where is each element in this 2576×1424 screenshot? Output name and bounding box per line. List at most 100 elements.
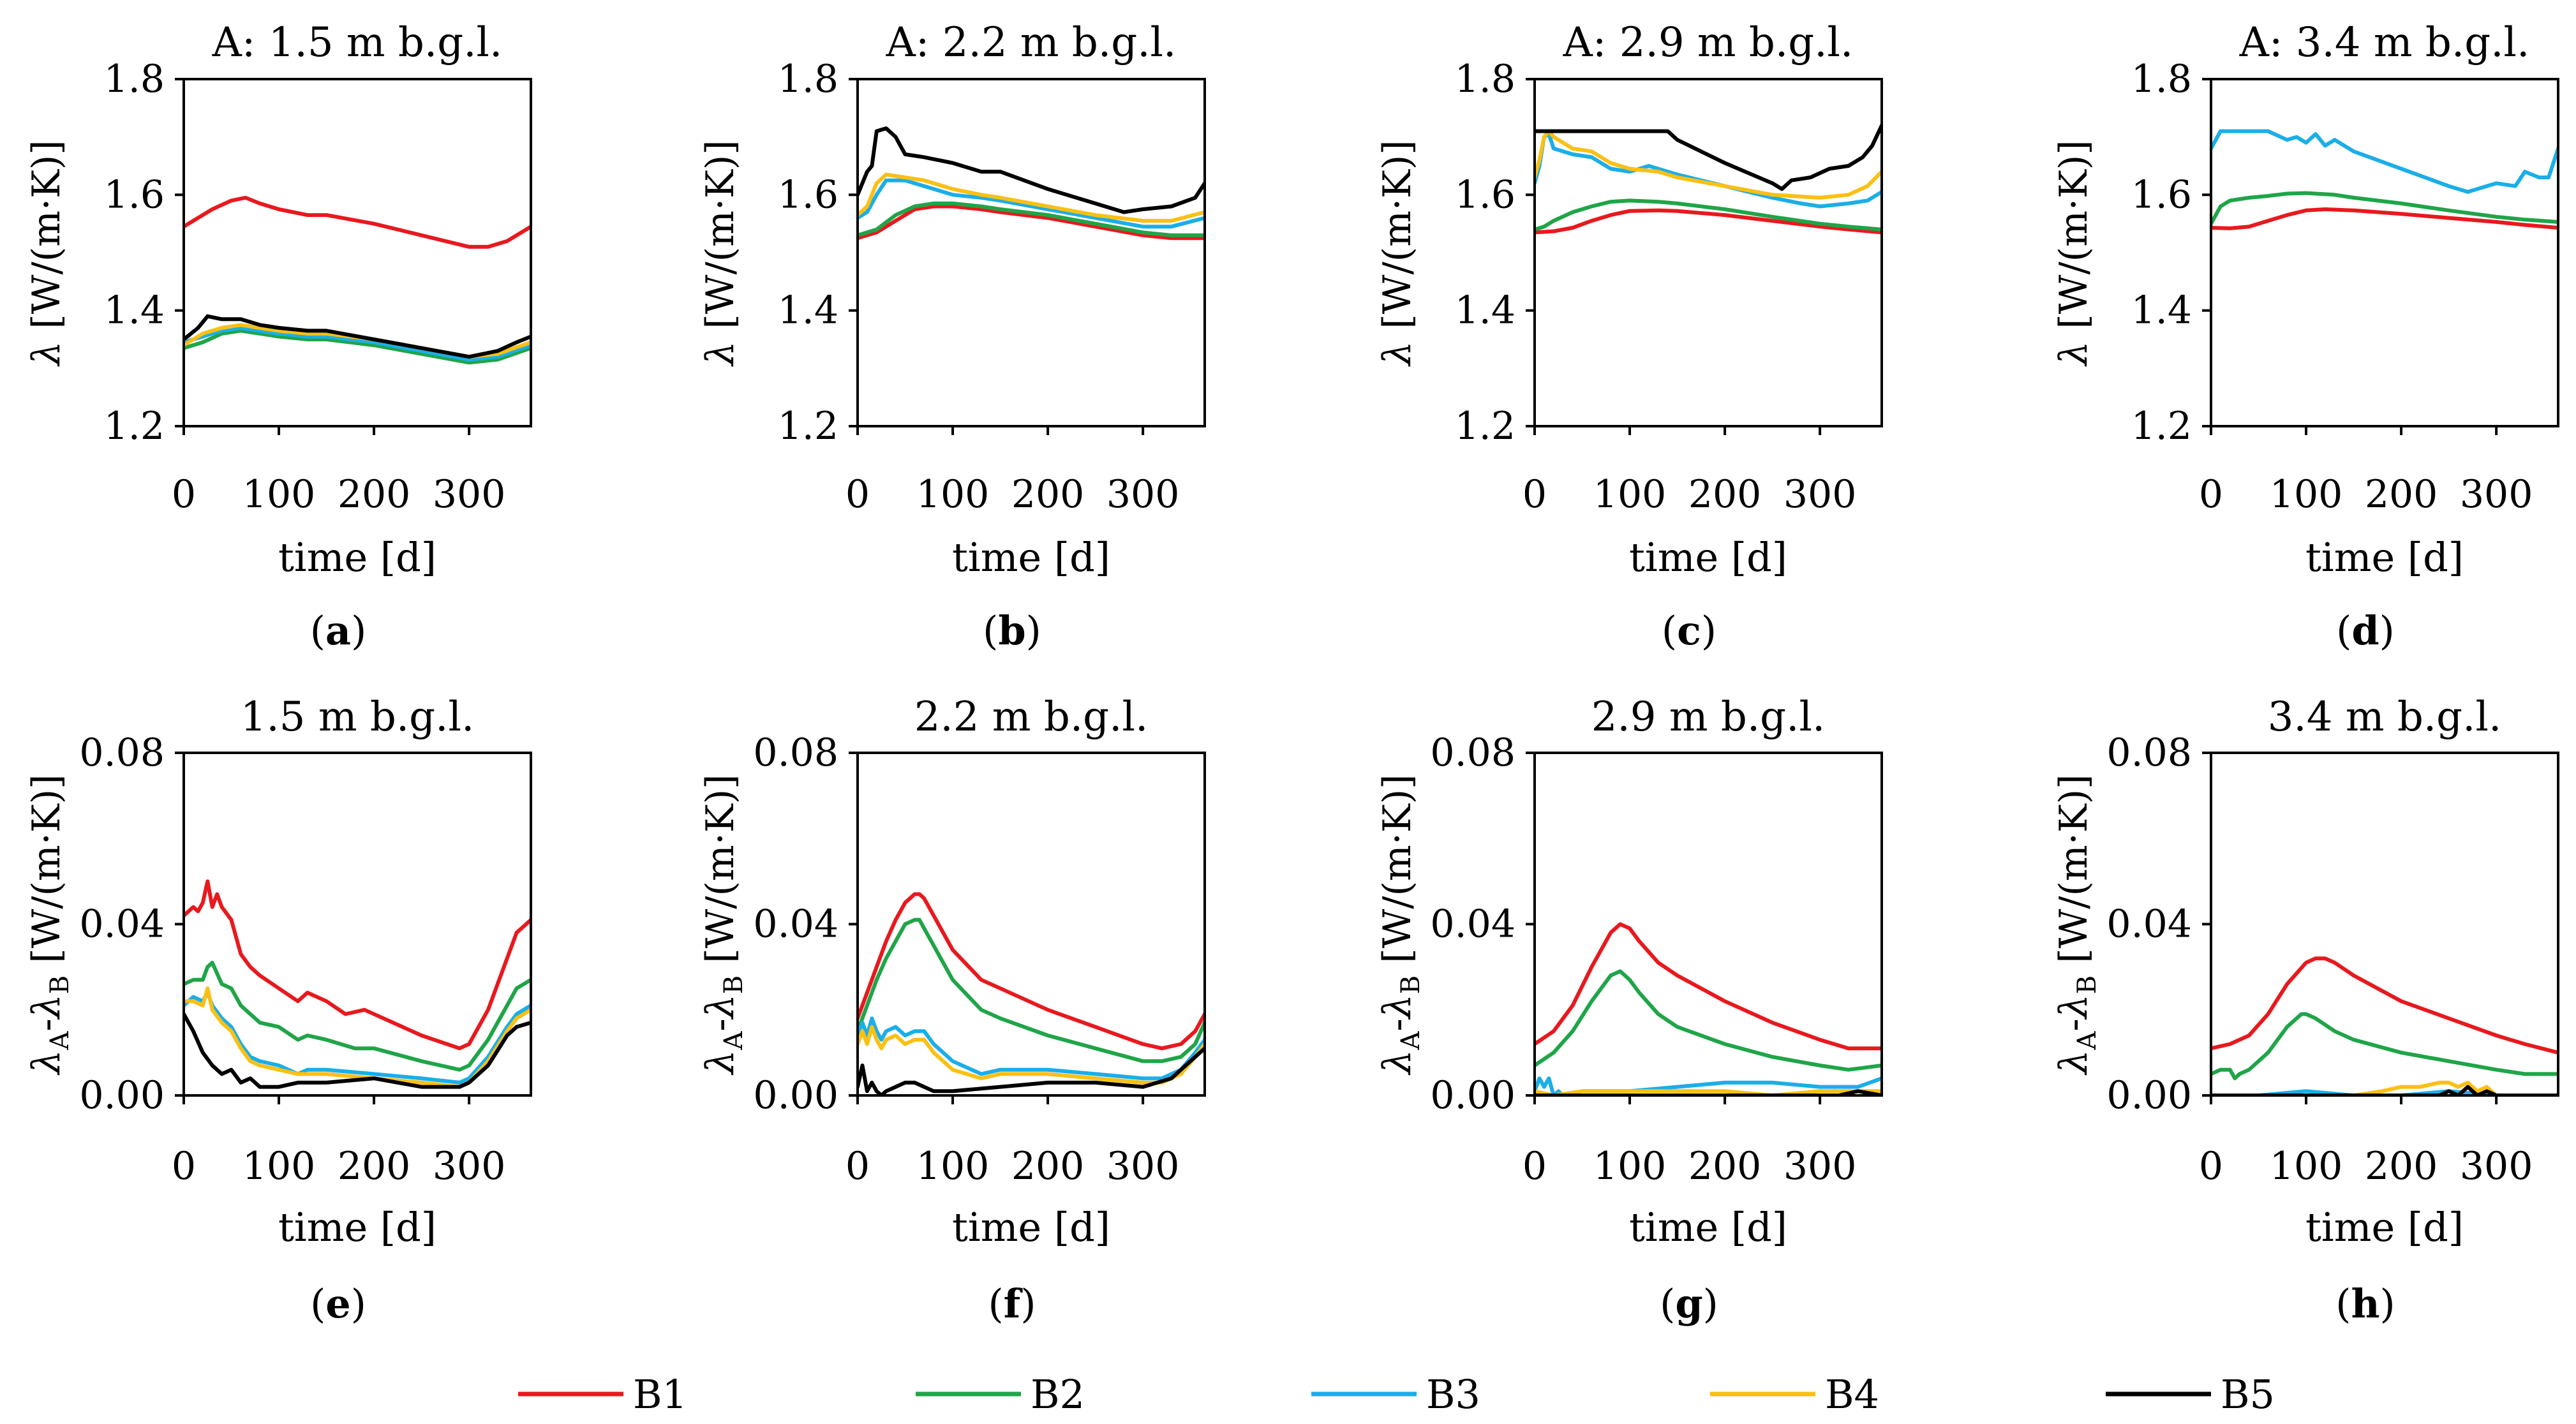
chart-panel-b: 1.2 1.4 1.6 1.8 0 100 200 300 time [d] A: 2.2 m b…: [698, 19, 1206, 654]
legend: B1 B2 B3 B4 B5: [518, 1371, 2275, 1418]
panel-label: (e): [310, 1280, 366, 1327]
y-tick-label: 1.4: [104, 288, 165, 333]
y-tick-label: 0.00: [2106, 1073, 2192, 1118]
chart-panel-a: 1.2 1.4 1.6 1.8 0 100 200 300 time [d] A: 1.5 m b…: [24, 19, 532, 654]
plot-frame: [182, 78, 532, 427]
y-tick-label: 1.2: [104, 404, 165, 449]
x-axis-label: time [d]: [2305, 1204, 2464, 1250]
x-tick-label: 0: [172, 1144, 196, 1189]
panel-label: (b): [983, 607, 1041, 654]
x-tick-label: 300: [433, 1144, 506, 1189]
plot-frame: [2210, 752, 2559, 1097]
y-tick-label: 0.04: [1430, 902, 1515, 947]
plot-frame: [1533, 78, 1883, 427]
series-group: [2211, 956, 2558, 1097]
y-tick-label: 0.00: [1430, 1073, 1515, 1118]
series-line-B4: [858, 172, 1205, 223]
series-line-B2: [184, 329, 531, 365]
series-group: [184, 195, 531, 365]
x-tick-label: 100: [242, 1144, 316, 1189]
x-axis-label: time [d]: [952, 534, 1110, 581]
x-tick-label: 0: [2199, 472, 2223, 517]
x-axis-label: time [d]: [1629, 1204, 1787, 1250]
series-line-B1: [184, 879, 531, 1051]
y-tick-label: 0.08: [79, 731, 165, 775]
y-tick-label: 0.00: [79, 1073, 165, 1118]
chart-panel-d: 1.2 1.4 1.6 1.8 0 100 200 300 time [d] A: 3.4 m b…: [2051, 19, 2559, 654]
series-group: [858, 892, 1205, 1097]
x-tick-label: 0: [172, 472, 196, 517]
series-line-B1: [858, 204, 1205, 241]
x-tick-label: 300: [1106, 472, 1180, 517]
series-line-B1: [1535, 922, 1882, 1051]
x-axis-label: time [d]: [952, 1204, 1110, 1250]
panel-label: (g): [1660, 1280, 1718, 1327]
y-tick-label: 1.2: [778, 404, 838, 449]
x-tick-label: 0: [845, 1144, 870, 1189]
chart-title: A: 2.2 m b.g.l.: [886, 19, 1177, 66]
x-tick-label: 200: [1011, 472, 1085, 517]
y-tick-label: 1.4: [778, 288, 838, 333]
x-tick-label: 300: [1783, 1144, 1857, 1189]
series-line-B1: [2211, 207, 2558, 230]
chart-panel-h: 0.00 0.04 0.08 0 100 200 300 time [d] 3.4 m b.g.…: [2051, 693, 2559, 1327]
series-line-B2: [858, 917, 1205, 1064]
legend-label-B3: B3: [1426, 1371, 1480, 1418]
x-tick-label: 200: [338, 472, 411, 517]
series-line-B5: [858, 1046, 1205, 1097]
chart-title: A: 3.4 m b.g.l.: [2239, 19, 2530, 66]
x-tick-label: 200: [1688, 472, 1762, 517]
series-line-B3: [184, 325, 531, 362]
y-tick-label: 1.8: [778, 57, 838, 101]
series-group: [858, 126, 1205, 241]
y-tick-label: 0.08: [753, 731, 838, 775]
series-line-B2: [2211, 1012, 2558, 1081]
x-axis-label: time [d]: [278, 534, 436, 581]
chart-title: 1.5 m b.g.l.: [241, 693, 475, 741]
x-tick-label: 0: [2199, 1144, 2223, 1189]
series-line-B1: [184, 195, 531, 249]
y-tick-label: 1.6: [2131, 172, 2192, 217]
x-tick-label: 100: [2270, 472, 2343, 517]
y-tick-label: 0.04: [2106, 902, 2192, 947]
y-tick-label: 1.6: [778, 172, 838, 217]
plot-frame: [2210, 78, 2559, 427]
series-line-B5: [858, 126, 1205, 214]
y-axis-label: λ [W/(m·K)]: [24, 140, 69, 366]
chart-title: 3.4 m b.g.l.: [2268, 693, 2502, 741]
x-tick-label: 300: [2460, 472, 2533, 517]
panel-label: (h): [2335, 1280, 2395, 1327]
y-axis-label: λA-λB [W/(m·K)]: [2051, 774, 2102, 1075]
y-axis-label: λ [W/(m·K)]: [1375, 140, 1420, 366]
series-line-B4: [1535, 129, 1882, 200]
y-tick-label: 0.04: [753, 902, 838, 947]
series-line-B1: [2211, 956, 2558, 1055]
series-group: [1535, 922, 1882, 1097]
y-axis-label: λA-λB [W/(m·K)]: [24, 774, 75, 1075]
y-axis-label: λ [W/(m·K)]: [698, 140, 743, 366]
series-group: [2211, 129, 2558, 230]
x-tick-label: 100: [916, 1144, 990, 1189]
x-axis-label: time [d]: [278, 1204, 436, 1250]
x-tick-label: 0: [1523, 1144, 1547, 1189]
x-tick-label: 300: [2460, 1144, 2533, 1189]
series-line-B2: [1535, 198, 1882, 232]
series-line-B2: [2211, 191, 2558, 226]
y-axis-label: λA-λB [W/(m·K)]: [1375, 774, 1426, 1075]
x-tick-label: 200: [338, 1144, 411, 1189]
series-group: [184, 879, 531, 1089]
x-tick-label: 200: [1011, 1144, 1085, 1189]
legend-label-B5: B5: [2221, 1371, 2275, 1418]
panel-label: (c): [1662, 607, 1716, 654]
legend-label-B2: B2: [1031, 1371, 1085, 1418]
panel-label: (a): [310, 607, 367, 654]
series-line-B2: [1535, 969, 1882, 1072]
y-tick-label: 1.4: [2131, 288, 2192, 333]
y-axis-label: λ [W/(m·K)]: [2051, 140, 2096, 366]
chart-title: A: 2.9 m b.g.l.: [1563, 19, 1854, 66]
x-axis-label: time [d]: [2305, 534, 2464, 581]
x-axis-label: time [d]: [1629, 534, 1787, 581]
x-tick-label: 0: [845, 472, 870, 517]
chart-panel-c: 1.2 1.4 1.6 1.8 0 100 200 300 time [d] A: 2.9 m b…: [1375, 19, 1883, 654]
series-line-B1: [1535, 208, 1882, 235]
